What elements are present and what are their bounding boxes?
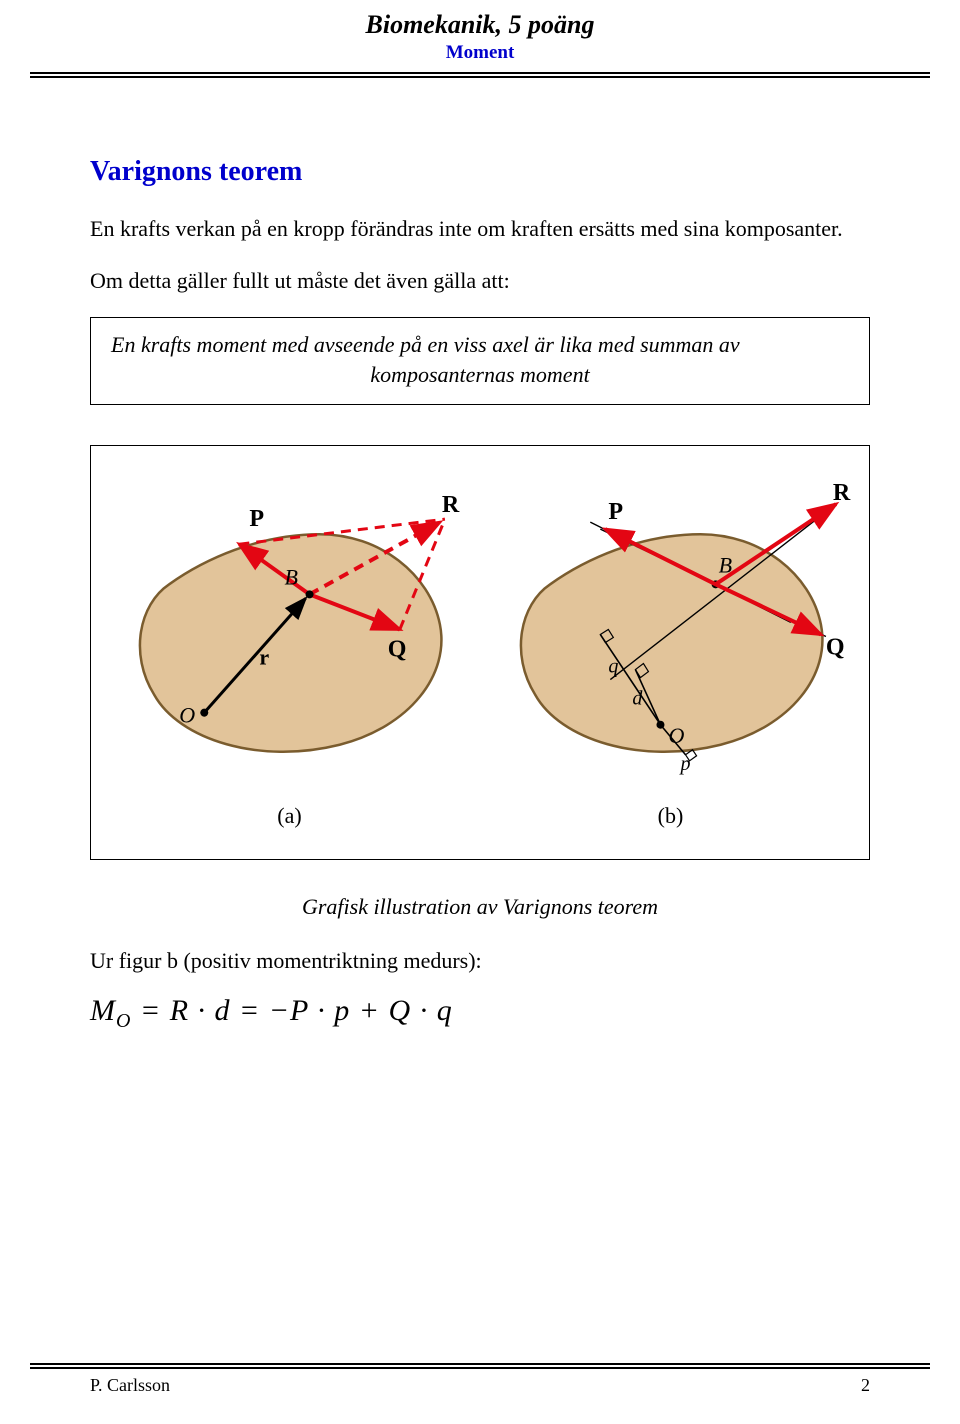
paragraph-1: En krafts verkan på en kropp förändras i… [90,214,870,244]
theorem-box: En krafts moment med avseende på en viss… [90,317,870,404]
panel-a-label: (a) [109,803,470,829]
header-title: Biomekanik, 5 poäng [0,10,960,40]
panel-b-label: (b) [490,803,851,829]
svg-text:r: r [259,644,269,669]
figure-box: O B r P Q R (a) [90,445,870,860]
svg-text:P: P [608,499,623,525]
main-content: Varignons teorem En krafts verkan på en … [90,78,870,1033]
figure-panel-b: O B P Q R d q p (b) [490,464,851,829]
svg-text:Q: Q [388,636,407,662]
footer-author: P. Carlsson [90,1375,170,1396]
figure-panel-a: O B r P Q R (a) [109,464,470,829]
svg-text:P: P [249,506,264,532]
figure-caption: Grafisk illustration av Varignons teorem [90,894,870,920]
section-title: Varignons teorem [90,156,870,188]
svg-text:Q: Q [826,634,845,660]
svg-text:B: B [719,552,732,577]
svg-text:O: O [179,702,195,727]
diagram-a: O B r P Q R [109,464,470,785]
svg-text:R: R [442,492,460,518]
page-header: Biomekanik, 5 poäng Moment [0,0,960,72]
footer-rule [30,1363,930,1369]
svg-text:d: d [632,687,643,709]
svg-text:O: O [668,723,684,748]
svg-text:p: p [679,753,691,775]
svg-text:q: q [608,655,618,677]
header-subtitle: Moment [0,42,960,64]
page-footer: P. Carlsson 2 [30,1363,930,1396]
paragraph-2: Om detta gäller fullt ut måste det även … [90,266,870,296]
footer-page-number: 2 [861,1375,870,1396]
theorem-line-1: En krafts moment med avseende på en viss… [111,332,740,357]
theorem-line-2: komposanternas moment [111,360,849,390]
svg-text:R: R [833,480,851,506]
result-intro: Ur figur b (positiv momentriktning medur… [90,948,870,974]
equation: MO = R · d = −P · p + Q · q [90,994,870,1033]
diagram-b: O B P Q R d q p [490,464,851,785]
theorem-text: En krafts moment med avseende på en viss… [111,330,849,389]
svg-text:B: B [284,564,297,589]
